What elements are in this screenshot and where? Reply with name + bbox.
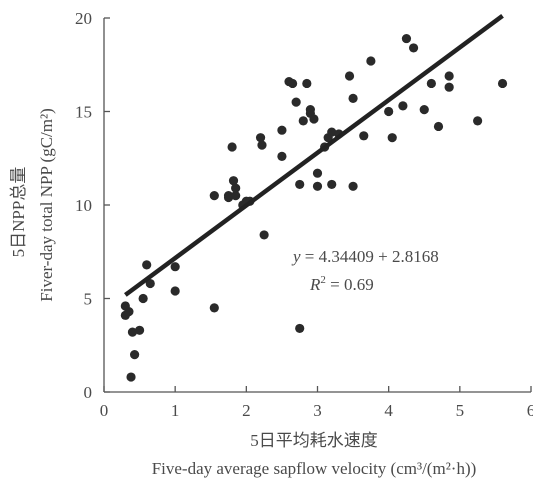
data-point (209, 303, 219, 313)
data-point (170, 262, 180, 272)
r2-value: = 0.69 (326, 275, 374, 294)
data-point (228, 176, 239, 186)
x-tick-label: 1 (171, 401, 180, 420)
data-point (170, 286, 180, 296)
data-point (295, 179, 305, 190)
x-tick-label: 0 (100, 401, 109, 420)
y-tick-label: 5 (84, 290, 93, 309)
r-squared-label: R2 = 0.69 (309, 274, 374, 294)
data-point (295, 323, 305, 334)
data-point (366, 56, 376, 66)
data-point (231, 191, 241, 201)
data-point (231, 183, 241, 193)
data-point (473, 116, 483, 126)
x-axis-label-cn: 5日平均耗水速度 (250, 431, 378, 450)
x-axis-label-en: Five-day average sapflow velocity (cm³/(… (152, 459, 477, 478)
data-point (287, 78, 298, 89)
x-tick-label: 3 (313, 401, 322, 420)
data-point (302, 78, 312, 89)
data-point (130, 350, 140, 360)
data-point (259, 230, 269, 240)
axes (103, 18, 531, 393)
data-point (348, 93, 358, 104)
data-point (444, 71, 454, 81)
data-point (291, 97, 301, 107)
data-point (138, 293, 148, 304)
y-axis-label-cn: 5日NPP总量 (9, 167, 28, 258)
equation-rhs: = 4.34409 + 2.8168 (301, 247, 439, 266)
data-point (134, 325, 145, 335)
data-point (255, 133, 266, 143)
data-point (312, 168, 323, 178)
x-tick-label: 4 (384, 401, 393, 420)
data-point (277, 125, 287, 135)
data-point (312, 181, 323, 191)
data-point (433, 121, 444, 132)
data-point (124, 306, 134, 317)
regression-line (124, 13, 504, 297)
data-point (223, 192, 234, 203)
y-tick-label: 20 (75, 9, 92, 28)
data-point (497, 78, 508, 89)
data-point (359, 131, 369, 141)
data-point (127, 327, 138, 337)
data-point (408, 43, 419, 53)
y-tick-label: 0 (84, 383, 93, 402)
data-point (209, 191, 219, 201)
data-point (298, 116, 308, 126)
data-point (348, 181, 358, 191)
x-tick-label: 2 (242, 401, 251, 420)
data-point (387, 133, 397, 143)
equation-y-symbol: y (291, 247, 301, 266)
x-ticks: 0 1 2 3 4 5 6 (100, 386, 533, 420)
y-axis-label-en: Fiver-day total NPP (gC/m²) (37, 108, 56, 301)
data-point (257, 140, 267, 150)
data-point (126, 372, 136, 382)
data-point (305, 105, 315, 115)
data-point (426, 78, 436, 89)
data-point (398, 101, 408, 111)
regression-equation: y = 4.34409 + 2.8168 (291, 247, 439, 266)
r2-superscript: 2 (320, 274, 326, 286)
data-point (344, 71, 355, 81)
data-point (327, 127, 337, 137)
data-point (384, 106, 394, 117)
y-tick-label: 15 (75, 103, 92, 122)
y-tick-label: 10 (75, 196, 92, 215)
data-point (419, 105, 429, 115)
x-tick-label: 5 (456, 401, 465, 420)
data-point (401, 33, 412, 44)
data-points (120, 33, 508, 382)
y-ticks: 0 5 10 15 20 (75, 9, 110, 402)
data-point (145, 278, 155, 289)
x-tick-label: 6 (527, 401, 533, 420)
r2-symbol: R (309, 275, 321, 294)
data-point (444, 82, 454, 92)
data-point (227, 142, 237, 152)
data-point (309, 114, 319, 124)
data-point (327, 179, 337, 190)
data-point (277, 151, 287, 161)
data-point (142, 260, 152, 270)
